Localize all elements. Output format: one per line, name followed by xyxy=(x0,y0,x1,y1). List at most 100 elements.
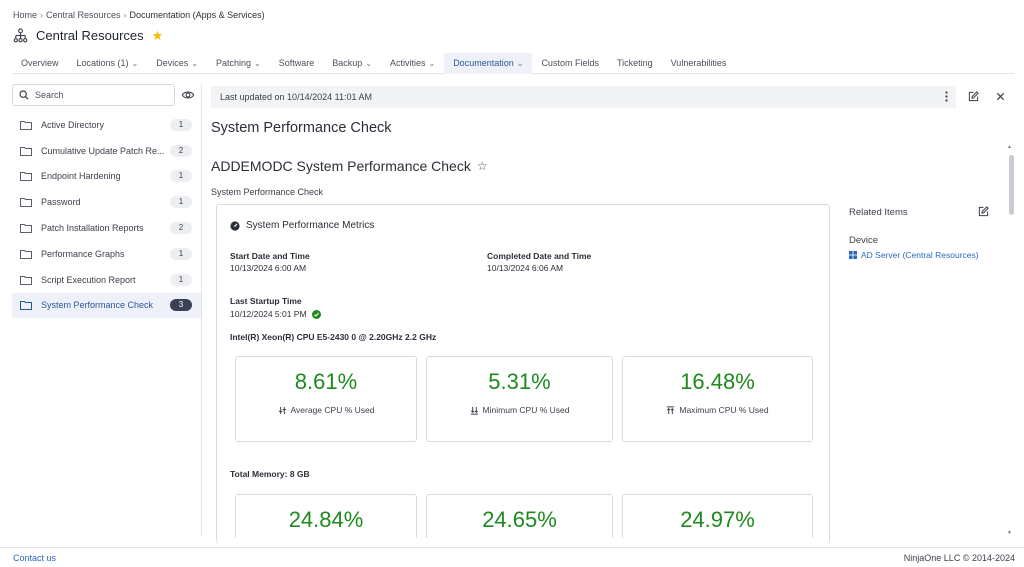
folder-label: Patch Installation Reports xyxy=(41,223,144,234)
breadcrumb-current: Documentation (Apps & Services) xyxy=(129,10,265,20)
stat-value: 16.48% xyxy=(680,369,755,394)
edit-icon xyxy=(968,91,979,102)
card-title: System Performance Metrics xyxy=(246,220,375,231)
stat-caption: Maximum CPU % Used xyxy=(679,405,769,415)
folder-label: Password xyxy=(41,197,81,208)
breadcrumb: Home › Central Resources › Documentation… xyxy=(13,10,265,20)
windows-icon xyxy=(849,251,857,259)
chevron-down-icon: ⌄ xyxy=(365,59,372,68)
stat-caption-row: Minimum CPU % Used xyxy=(427,405,612,415)
memory-stat-1: 24.84% xyxy=(235,494,417,538)
device-link-label: AD Server (Central Resources) xyxy=(861,250,979,260)
folder-label: Performance Graphs xyxy=(41,248,125,259)
last-updated-bar: Last updated on 10/14/2024 11:01 AM xyxy=(211,86,956,108)
tab-backup[interactable]: Backup ⌄ xyxy=(323,53,381,74)
folder-count-badge: 2 xyxy=(170,222,192,235)
last-startup-value: 10/12/2024 5:01 PM xyxy=(230,309,307,319)
tab-devices[interactable]: Devices ⌄ xyxy=(147,53,207,74)
gauge-icon xyxy=(230,220,240,231)
folder-icon xyxy=(20,198,32,208)
breadcrumb-home[interactable]: Home xyxy=(13,10,38,20)
folder-label: Endpoint Hardening xyxy=(41,171,121,182)
folder-item-password[interactable]: Password 1 xyxy=(12,189,201,215)
scrollbar-thumb[interactable] xyxy=(1009,155,1014,215)
device-link[interactable]: AD Server (Central Resources) xyxy=(849,250,979,260)
folder-icon xyxy=(20,301,32,311)
folder-item-system-performance-check[interactable]: System Performance Check 3 xyxy=(12,292,201,319)
folder-count-badge: 3 xyxy=(170,299,192,312)
tab-patching[interactable]: Patching ⌄ xyxy=(207,53,270,74)
tab-activities[interactable]: Activities ⌄ xyxy=(381,53,444,74)
folder-item-patch-installation[interactable]: Patch Installation Reports 2 xyxy=(12,215,201,241)
folder-icon xyxy=(20,172,32,182)
eye-icon[interactable] xyxy=(181,88,195,102)
document-actions xyxy=(940,90,1007,103)
search-box[interactable] xyxy=(12,84,175,106)
document-name: ADDEMODC System Performance Check xyxy=(211,158,471,174)
chevron-down-icon: ⌄ xyxy=(516,59,524,68)
scroll-down-arrow-icon[interactable]: ▼ xyxy=(1007,530,1012,536)
close-icon xyxy=(996,92,1005,101)
breadcrumb-central-resources[interactable]: Central Resources xyxy=(46,10,121,20)
folder-label: Script Execution Report xyxy=(41,274,136,285)
chevron-down-icon: ⌄ xyxy=(428,59,436,68)
folder-count-badge: 1 xyxy=(170,118,192,131)
stat-caption-row: Average CPU % Used xyxy=(236,405,416,415)
folder-label: Cumulative Update Patch Re... xyxy=(41,145,165,156)
check-circle-icon xyxy=(311,309,321,319)
tab-custom-fields[interactable]: Custom Fields xyxy=(541,58,599,68)
tab-locations[interactable]: Locations (1) ⌄ xyxy=(68,53,148,74)
folder-icon xyxy=(20,146,32,156)
start-date-value: 10/13/2024 6:00 AM xyxy=(230,263,307,273)
tab-overview[interactable]: Overview xyxy=(21,58,59,68)
folder-item-script-execution[interactable]: Script Execution Report 1 xyxy=(12,267,201,293)
folder-list: Active Directory 1 Cumulative Update Pat… xyxy=(12,112,201,319)
tab-vulnerabilities[interactable]: Vulnerabilities xyxy=(670,58,727,68)
page-title: Central Resources xyxy=(36,28,144,43)
folder-item-cumulative-update[interactable]: Cumulative Update Patch Re... 2 xyxy=(12,138,201,164)
search-input[interactable] xyxy=(35,90,165,100)
cpu-model-label: Intel(R) Xeon(R) CPU E5-2430 0 @ 2.20GHz… xyxy=(230,332,437,342)
footer: Contact us NinjaOne LLC © 2014-2024 xyxy=(0,547,1024,567)
tab-bar: Overview Locations (1) ⌄ Devices ⌄ Patchin… xyxy=(12,53,1014,74)
folder-count-badge: 1 xyxy=(170,273,192,286)
search-row xyxy=(12,84,201,106)
folder-icon xyxy=(20,249,32,259)
search-icon xyxy=(19,90,29,100)
folder-count-badge: 1 xyxy=(170,196,192,209)
average-cpu-stat: 8.61% Average CPU % Used xyxy=(235,356,417,442)
folder-icon xyxy=(20,224,32,234)
folder-count-badge: 1 xyxy=(170,170,192,183)
scroll-up-arrow-icon[interactable]: ▲ xyxy=(1007,144,1012,150)
edit-document-button[interactable] xyxy=(967,90,980,103)
close-document-button[interactable] xyxy=(994,90,1007,103)
folder-label: System Performance Check xyxy=(41,300,154,311)
folder-item-performance-graphs[interactable]: Performance Graphs 1 xyxy=(12,241,201,267)
tab-software[interactable]: Software xyxy=(278,58,315,68)
chevron-down-icon: ⌄ xyxy=(254,59,261,68)
document-subtitle: ADDEMODC System Performance Check ☆ xyxy=(211,158,488,174)
contact-us-link[interactable]: Contact us xyxy=(13,552,57,563)
folder-item-active-directory[interactable]: Active Directory 1 xyxy=(12,112,201,138)
star-outline-icon[interactable]: ☆ xyxy=(476,159,488,173)
stat-value: 5.31% xyxy=(488,369,551,394)
minimum-icon xyxy=(470,406,478,415)
folder-item-endpoint-hardening[interactable]: Endpoint Hardening 1 xyxy=(12,164,201,190)
total-memory-label: Total Memory: 8 GB xyxy=(230,469,310,479)
folder-count-badge: 1 xyxy=(170,247,192,260)
chevron-right-icon: › xyxy=(40,10,44,20)
document-title: System Performance Check xyxy=(211,120,392,136)
title-row: Central Resources ★ xyxy=(13,28,163,43)
folder-icon xyxy=(20,120,32,130)
favorite-star-icon[interactable]: ★ xyxy=(151,28,164,43)
last-startup-label: Last Startup Time xyxy=(230,296,302,306)
stat-caption: Average CPU % Used xyxy=(290,405,375,415)
tab-ticketing[interactable]: Ticketing xyxy=(616,58,653,68)
edit-related-icon[interactable] xyxy=(978,206,989,217)
more-options-button[interactable] xyxy=(940,90,953,103)
related-items-title: Related Items xyxy=(849,207,908,218)
documentation-sidebar: Active Directory 1 Cumulative Update Pat… xyxy=(12,84,202,537)
tab-documentation[interactable]: Documentation ⌄ xyxy=(444,53,533,74)
kebab-menu-icon xyxy=(945,91,948,102)
system-performance-metrics-card: System Performance Metrics Start Date an… xyxy=(216,204,830,544)
